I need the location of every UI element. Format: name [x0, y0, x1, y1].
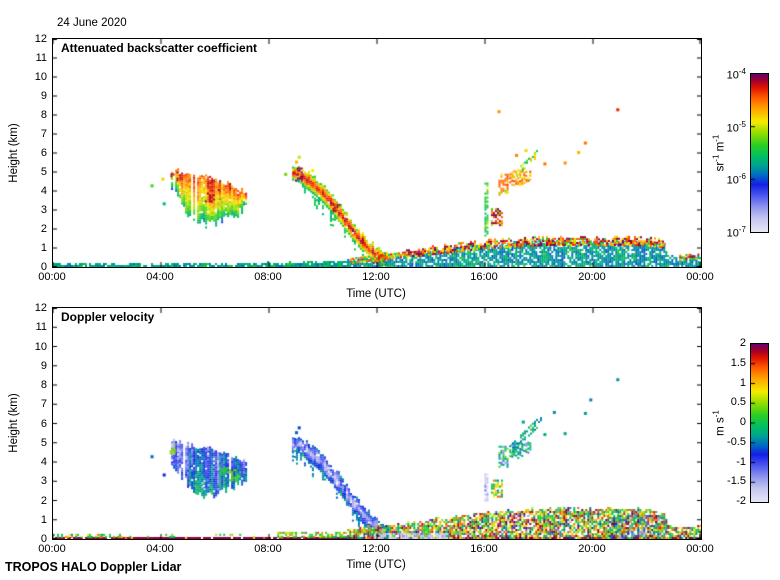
y-tick-label: 8 — [40, 109, 47, 121]
velocity-panel-title: Doppler velocity — [61, 310, 155, 324]
x-tick-label: 20:00 — [578, 543, 606, 555]
y-tick-label: 9 — [40, 359, 47, 372]
colorbar-tick-label: 0.5 — [730, 396, 746, 409]
y-tick-label: 6 — [40, 147, 47, 159]
y-tick-label: 10 — [34, 340, 47, 353]
y-tick-label: 11 — [35, 321, 47, 334]
x-tick-label: 12:00 — [362, 543, 390, 555]
y-tick-label: 4 — [40, 185, 47, 197]
colorbar-tick-label: 1 — [739, 376, 746, 389]
y-tick-label: 0 — [40, 261, 47, 273]
colorbar-tick-label: 10-4 — [726, 67, 746, 82]
backscatter-colorbar-unit: sr-1 m-1 — [711, 134, 727, 172]
velocity-heatmap-canvas — [53, 308, 701, 539]
y-tick-label: 11 — [35, 52, 47, 64]
colorbar-tick-label: 0 — [739, 416, 746, 428]
backscatter-heatmap-canvas — [53, 39, 701, 267]
x-tick-label: 08:00 — [254, 543, 282, 555]
y-tick-label: 10 — [34, 71, 47, 83]
y-tick-label: 7 — [40, 398, 47, 411]
velocity-panel: Doppler velocity — [52, 307, 702, 540]
backscatter-panel-title: Attenuated backscatter coefficient — [61, 41, 258, 55]
y-tick-label: 5 — [40, 436, 47, 449]
x-tick-label: 16:00 — [470, 271, 498, 283]
y-tick-label: 9 — [40, 90, 47, 102]
colorbar-tick-label: 10-7 — [726, 225, 746, 240]
velocity-colorbar — [750, 343, 769, 503]
colorbar-tick-label: -1 — [736, 455, 746, 468]
x-tick-label: 00:00 — [686, 271, 714, 283]
backscatter-colorbar — [750, 73, 769, 233]
y-tick-label: 12 — [34, 33, 47, 45]
y-tick-label: 0 — [40, 533, 47, 545]
footer-instrument-label: TROPOS HALO Doppler Lidar — [5, 560, 182, 574]
colorbar-tick-label: 10-6 — [726, 172, 746, 187]
y-tick-label: 8 — [40, 379, 47, 391]
x-tick-label: 00:00 — [686, 543, 714, 555]
backscatter-y-axis-label: Height (km) — [8, 123, 20, 183]
velocity-colorbar-canvas — [751, 344, 768, 502]
colorbar-tick-label: -2 — [736, 495, 746, 507]
x-tick-label: 12:00 — [362, 271, 390, 283]
colorbar-tick-label: 10-5 — [726, 119, 746, 135]
colorbar-tick-label: 2 — [739, 337, 746, 349]
date-label: 24 June 2020 — [57, 17, 127, 29]
x-tick-label: 00:00 — [38, 543, 66, 555]
y-tick-label: 5 — [40, 166, 47, 178]
x-tick-label: 20:00 — [578, 271, 606, 283]
y-tick-label: 1 — [40, 513, 47, 526]
x-tick-label: 00:00 — [38, 271, 66, 283]
velocity-y-axis-label: Height (km) — [8, 393, 20, 453]
y-tick-label: 4 — [40, 456, 47, 468]
x-tick-label: 04:00 — [146, 271, 174, 283]
colorbar-tick-label: 1.5 — [730, 356, 746, 369]
backscatter-colorbar-canvas — [751, 74, 768, 232]
y-tick-label: 12 — [34, 302, 47, 314]
y-tick-label: 1 — [40, 242, 47, 254]
velocity-x-axis-label: Time (UTC) — [346, 559, 406, 571]
backscatter-panel: Attenuated backscatter coefficient — [52, 38, 702, 268]
y-tick-label: 6 — [40, 417, 47, 430]
x-tick-label: 16:00 — [470, 543, 498, 555]
y-tick-label: 3 — [40, 475, 47, 488]
y-tick-label: 3 — [40, 204, 47, 216]
colorbar-tick-label: -0.5 — [727, 435, 746, 448]
y-tick-label: 7 — [40, 128, 47, 140]
x-tick-label: 08:00 — [254, 271, 282, 283]
colorbar-tick-label: -1.5 — [727, 475, 746, 488]
y-tick-label: 2 — [40, 223, 47, 235]
y-tick-label: 2 — [40, 494, 47, 507]
backscatter-x-axis-label: Time (UTC) — [346, 288, 406, 300]
x-tick-label: 04:00 — [146, 543, 174, 555]
